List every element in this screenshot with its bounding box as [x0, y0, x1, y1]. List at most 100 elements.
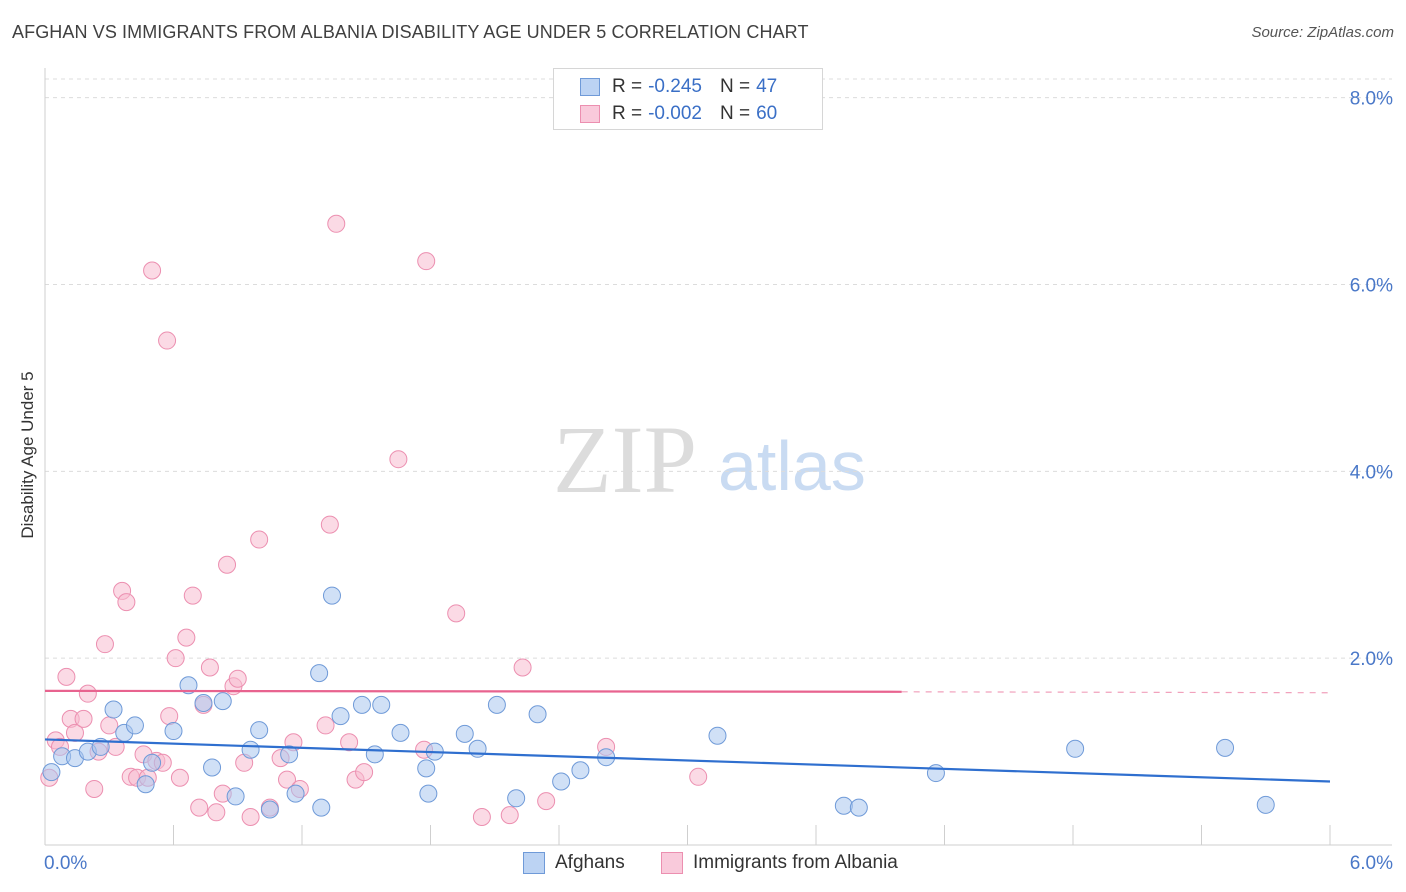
watermark-zip: ZIP: [553, 406, 697, 513]
afghans-point: [226, 787, 245, 806]
afghans-point: [104, 700, 123, 719]
albania-point: [190, 798, 209, 817]
afghans-point: [417, 759, 436, 778]
trend-lines: [44, 689, 1331, 783]
x-tick-label: 6.0%: [1350, 853, 1393, 874]
afghans-point: [834, 796, 853, 815]
albania-point: [472, 807, 491, 826]
series-legend: Afghans Immigrants from Albania: [0, 852, 1406, 878]
watermark-atlas: atlas: [718, 427, 866, 505]
afghans-point: [286, 784, 305, 803]
afghans-point: [455, 724, 474, 743]
afghans-point: [552, 772, 571, 791]
albania-point: [513, 658, 532, 677]
tick-labels: 2.0% 4.0% 6.0% 8.0% 0.0% 6.0%: [44, 89, 1393, 874]
albania-point: [320, 515, 339, 534]
afghans-point: [194, 694, 213, 713]
afghans-point: [487, 695, 506, 714]
afghans-point: [310, 664, 329, 683]
afghans-point: [849, 798, 868, 817]
afghans-point: [708, 726, 727, 745]
afghans-point: [260, 800, 279, 819]
legend-row-afghans: R = -0.245 N = 47: [580, 74, 777, 100]
albania-point: [389, 450, 408, 469]
legend-label-afghans: Afghans: [555, 852, 625, 873]
n-label: N =: [719, 76, 751, 97]
albania-point: [355, 763, 374, 782]
afghans-point: [241, 740, 260, 759]
albania-point: [100, 716, 119, 735]
afghans-point: [179, 676, 198, 695]
albania-point: [417, 252, 436, 271]
albania-point: [158, 331, 177, 350]
axes: [44, 68, 1392, 846]
afghans-point: [507, 789, 526, 808]
afghans-point: [136, 775, 155, 794]
albania-point: [183, 586, 202, 605]
albania-point: [143, 261, 162, 280]
albania-point: [250, 530, 269, 549]
n-value: 47: [756, 76, 778, 97]
afghans-point: [1256, 795, 1275, 814]
y-tick-label: 6.0%: [1350, 276, 1393, 297]
afghans-point: [331, 707, 350, 726]
afghans-point: [528, 705, 547, 724]
afghans-point: [322, 586, 341, 605]
afghans-point: [164, 722, 183, 741]
albania-point: [170, 768, 189, 787]
afghans-point: [203, 758, 222, 777]
albania-point: [218, 555, 237, 574]
afghans-point: [42, 763, 61, 782]
y-tick-label: 2.0%: [1350, 649, 1393, 670]
r-value: -0.002: [648, 103, 702, 124]
afghans-point: [91, 737, 110, 756]
series-albania-points: [40, 214, 708, 826]
afghans-point: [250, 721, 269, 740]
source-label: Source: ZipAtlas.com: [1251, 24, 1394, 41]
albania-point: [78, 684, 97, 703]
afghans-point: [312, 798, 331, 817]
afghans-point: [365, 745, 384, 764]
legend-item-afghans[interactable]: Afghans: [523, 852, 625, 874]
albania-point: [85, 779, 104, 798]
grid-lines: [45, 78, 1392, 659]
albania-point: [278, 770, 297, 789]
r-label: R =: [612, 76, 643, 97]
r-label: R =: [612, 103, 643, 124]
legend-label-albania: Immigrants from Albania: [693, 852, 898, 873]
afghans-swatch: [580, 78, 600, 96]
afghans-point: [372, 695, 391, 714]
albania-point: [316, 716, 335, 735]
legend-item-albania[interactable]: Immigrants from Albania: [661, 852, 898, 874]
albania-point: [117, 593, 136, 612]
albania-point: [95, 635, 114, 654]
r-value: -0.245: [648, 76, 702, 97]
afghans-point: [352, 695, 371, 714]
afghans-point: [1216, 738, 1235, 757]
albania-point: [537, 792, 556, 811]
afghans-legend-swatch: [523, 852, 545, 874]
afghans-point: [391, 723, 410, 742]
albania-swatch: [580, 105, 600, 123]
afghans-point: [571, 761, 590, 780]
afghans-point: [419, 784, 438, 803]
stats-legend: R = -0.245 N = 47 R = -0.002 N = 60: [553, 68, 823, 130]
albania-point: [200, 658, 219, 677]
albania-point: [166, 649, 185, 668]
albania-legend-swatch: [661, 852, 683, 874]
y-tick-label: 4.0%: [1350, 462, 1393, 483]
albania-point: [500, 806, 519, 825]
y-tick-label: 8.0%: [1350, 89, 1393, 110]
albania-point: [57, 667, 76, 686]
albania-point: [689, 767, 708, 786]
afghans-point: [213, 692, 232, 711]
albania-point: [241, 807, 260, 826]
albania-point: [74, 709, 93, 728]
series-afghans-points: [42, 586, 1275, 819]
legend-row-albania: R = -0.002 N = 60: [580, 101, 777, 127]
afghans-point: [125, 716, 144, 735]
afghans-point: [926, 764, 945, 783]
albania-trend-line: [44, 689, 902, 693]
afghans-trend-line: [44, 738, 1331, 783]
